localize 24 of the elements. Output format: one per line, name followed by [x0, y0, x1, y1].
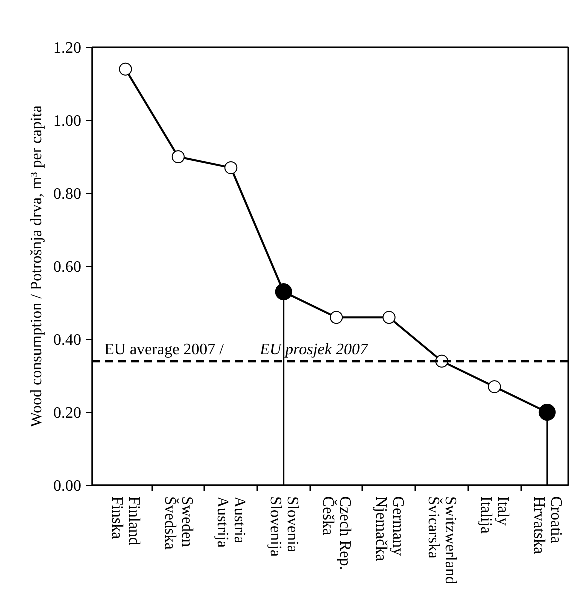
x-tick-label: Czech Rep. Češka	[320, 496, 354, 570]
point	[119, 62, 132, 76]
x-tick-label: Croatia Hrvatska	[530, 496, 564, 554]
point	[382, 311, 396, 324]
y-axis-title: Wood consumption / Potrošnja drva, m³ per capita	[28, 106, 46, 428]
x-tick-label: Germany Njemačka	[372, 496, 406, 562]
y-tick-label: 1.20	[54, 40, 82, 57]
y-tick-label: 0.80	[54, 186, 82, 203]
y-tick-label: 0.00	[54, 478, 82, 495]
text: EU average 2007 / EU prosjek 2007	[104, 341, 368, 358]
point	[488, 380, 502, 394]
point	[330, 311, 344, 324]
x-tick-label: Slovenia Slovenija	[266, 496, 301, 557]
y-tick-label: 0.40	[54, 332, 82, 349]
y-tick-label: 1.00	[54, 113, 82, 130]
point	[224, 161, 238, 174]
x-tick-label: Sweden Švedska	[161, 496, 196, 550]
y-tick-label: 0.20	[54, 405, 82, 422]
x-tick-label: Austria Austrija	[214, 496, 248, 548]
x-tick-label: Switzwerland Švicarska	[424, 496, 459, 584]
x-tick-label: Finland Finska	[108, 496, 143, 546]
x-tick-label: Italy Italija	[478, 496, 512, 534]
y-tick-label: 0.60	[54, 259, 82, 276]
point	[172, 150, 185, 164]
